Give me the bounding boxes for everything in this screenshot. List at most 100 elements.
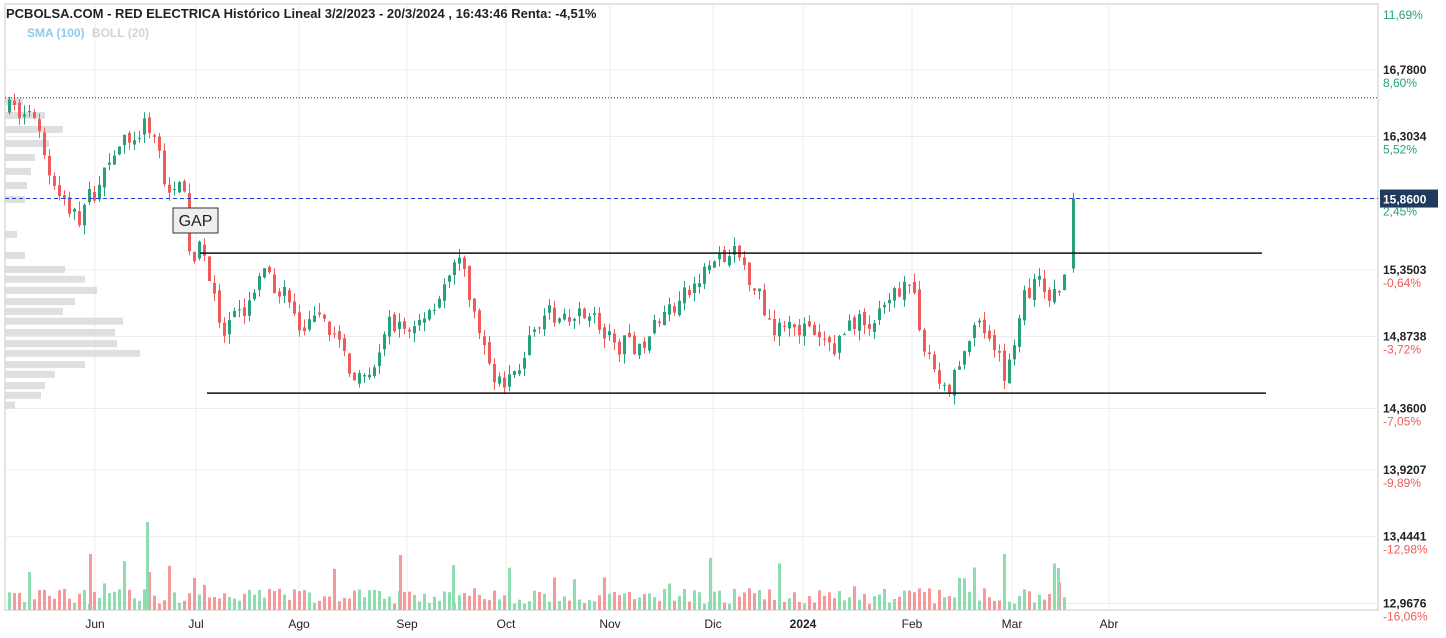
volume-bar — [543, 593, 546, 610]
candle — [108, 153, 111, 171]
candle — [773, 310, 776, 342]
candle-body — [378, 352, 381, 367]
candle-body — [163, 150, 166, 185]
candle — [553, 300, 556, 327]
volume-bar — [803, 603, 806, 610]
volume-profile-bar — [5, 286, 97, 294]
volume-bar — [648, 593, 651, 610]
volume-bar — [478, 594, 481, 610]
candle — [503, 371, 506, 393]
candle-body — [133, 140, 136, 145]
x-tick-label: Sep — [396, 617, 418, 631]
volume-bar — [743, 592, 746, 610]
candle-body — [843, 334, 846, 336]
candle-body — [393, 314, 396, 332]
boll-indicator[interactable]: BOLL (20) — [91, 26, 150, 40]
candle — [803, 317, 806, 346]
volume-bar — [983, 588, 986, 610]
candle-body — [763, 289, 766, 316]
candle-body — [938, 370, 941, 384]
candle-body — [963, 351, 966, 365]
candle — [928, 344, 931, 360]
candle-body — [1028, 287, 1031, 298]
gap-box — [172, 207, 219, 234]
volume-bar — [858, 599, 861, 610]
candle-body — [713, 261, 716, 268]
volume-bar — [173, 592, 176, 610]
volume-bar — [943, 597, 946, 610]
candle — [268, 265, 271, 275]
volume-bar — [333, 568, 336, 610]
candle — [308, 310, 311, 332]
volume-bar — [458, 595, 461, 610]
volume-bar — [128, 589, 131, 610]
volume-bar — [718, 590, 721, 610]
candle — [1048, 287, 1051, 308]
volume-bar — [213, 597, 216, 610]
candle-body — [318, 312, 321, 315]
candle — [483, 329, 486, 355]
candle-body — [138, 137, 141, 139]
candle — [113, 150, 116, 166]
candle-body — [808, 321, 811, 327]
candle-body — [503, 377, 506, 388]
candle — [38, 113, 41, 139]
candle-body — [803, 323, 806, 337]
candle-body — [233, 311, 236, 317]
volume-bar — [418, 601, 421, 610]
candle-body — [593, 313, 596, 315]
candle — [253, 288, 256, 301]
volume-profile-bar — [5, 275, 85, 283]
candle-body — [783, 325, 786, 327]
candle — [143, 112, 146, 143]
volume-bar — [828, 592, 831, 610]
volume-bar — [658, 600, 661, 610]
candle — [948, 383, 951, 397]
volume-bar — [968, 591, 971, 610]
price-tag-bg — [1380, 189, 1438, 208]
volume-bar — [8, 592, 11, 610]
volume-profile-bar — [5, 401, 15, 409]
candle-body — [13, 100, 16, 105]
candle-body — [898, 288, 901, 297]
volume-bar — [758, 590, 761, 610]
candle-body — [778, 322, 781, 337]
candle-body — [258, 276, 261, 290]
candle-body — [948, 384, 951, 393]
volume-profile-bar — [5, 328, 115, 336]
chart-title: PCBOLSA.COM - RED ELECTRICA Histórico Li… — [6, 6, 597, 21]
candle-body — [1033, 279, 1036, 301]
candle-body — [213, 282, 216, 294]
candle — [778, 318, 781, 346]
indicator-legend: SMA (100) BOLL (20) — [27, 26, 149, 40]
volume-bar — [483, 599, 486, 610]
volume-bar — [463, 593, 466, 610]
candle-body — [128, 133, 131, 143]
candle — [163, 143, 166, 188]
volume-bar — [323, 596, 326, 610]
candle-body — [773, 318, 776, 336]
candle — [168, 177, 171, 201]
candle — [518, 363, 521, 376]
candle-body — [993, 335, 996, 351]
volume-bar — [703, 603, 706, 610]
candle — [203, 238, 206, 262]
candle — [448, 274, 451, 288]
volume-bar — [148, 572, 151, 610]
sma-indicator[interactable]: SMA (100) — [27, 26, 85, 40]
volume-bar — [273, 591, 276, 610]
volume-profile-bar — [5, 181, 27, 189]
candle — [953, 368, 956, 405]
candle — [438, 295, 441, 309]
volume-bar — [48, 595, 51, 610]
x-axis: Jun Jul Ago Sep Oct Nov Dic 2024 Feb Mar Abr — [85, 617, 1118, 631]
candle — [128, 130, 131, 150]
candle-body — [43, 132, 46, 156]
volume-bar — [608, 593, 611, 610]
volume-profile-bar — [5, 307, 63, 315]
y-tick-pct-top: 11,69% — [1383, 8, 1423, 22]
volume-bar — [338, 601, 341, 610]
y-tick-pct: -0,64% — [1383, 276, 1421, 290]
candle-body — [343, 338, 346, 351]
candle — [53, 172, 56, 191]
